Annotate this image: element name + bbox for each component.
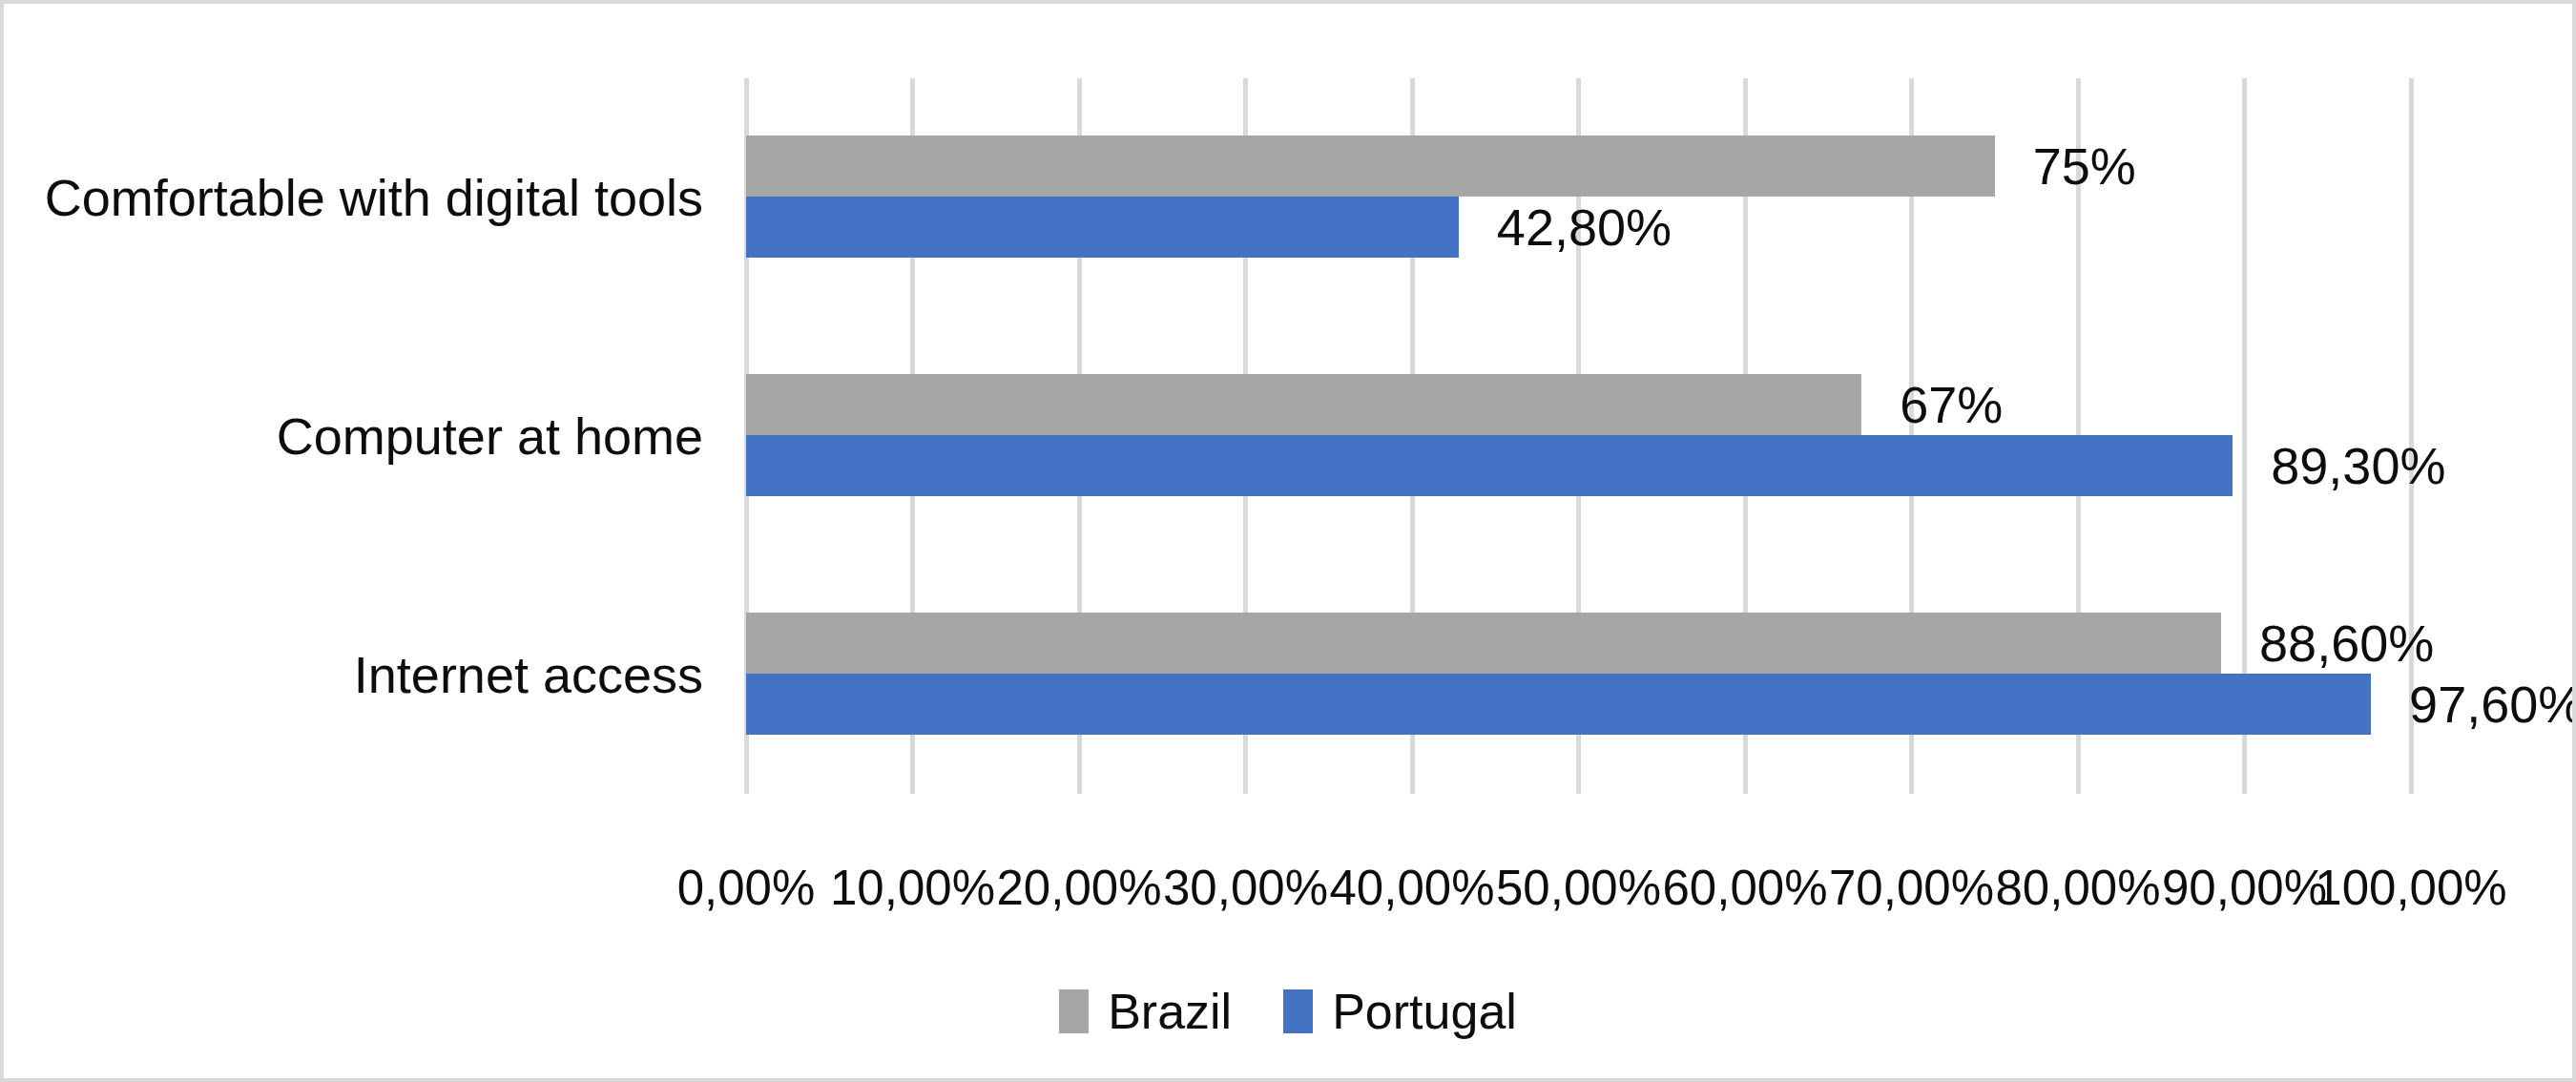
legend-swatch-portugal (1283, 989, 1313, 1033)
legend-entry-brazil: Brazil (1059, 983, 1232, 1040)
plot-area: 75%42,80%67%89,30%88,60%97,60% (746, 78, 2411, 794)
bar-brazil (746, 613, 2221, 674)
data-label-brazil: 88,60% (2259, 617, 2434, 669)
x-axis-tick-label: 70,00% (1829, 859, 1994, 917)
x-axis-tick-label: 0,00% (677, 859, 816, 917)
category-label: Comfortable with digital tools (4, 78, 703, 317)
legend-label-portugal: Portugal (1332, 983, 1517, 1040)
bar-portugal (746, 674, 2371, 735)
data-label-portugal: 89,30% (2271, 440, 2445, 491)
legend-entry-portugal: Portugal (1283, 983, 1517, 1040)
data-label-portugal: 97,60% (2409, 678, 2576, 730)
x-axis-tick-label: 100,00% (2315, 859, 2506, 917)
x-axis-tick-label: 60,00% (1663, 859, 1828, 917)
x-axis: 0,00%10,00%20,00%30,00%40,00%50,00%60,00… (4, 859, 2572, 926)
x-axis-tick-label: 10,00% (830, 859, 995, 917)
legend-swatch-brazil (1059, 989, 1089, 1033)
category-label: Internet access (4, 555, 703, 794)
category-label: Computer at home (4, 317, 703, 555)
x-axis-tick-label: 40,00% (1330, 859, 1495, 917)
bar-brazil (746, 374, 1861, 435)
x-axis-tick-label: 20,00% (997, 859, 1162, 917)
x-axis-tick-label: 50,00% (1496, 859, 1661, 917)
data-label-portugal: 42,80% (1497, 201, 1672, 253)
bar-portugal (746, 435, 2233, 496)
legend: Brazil Portugal (4, 983, 2572, 1040)
data-label-brazil: 67% (1900, 379, 2003, 430)
bar-chart: 75% 42,80% 67% 89,30% 88,60% 97,60% Comfortab… (0, 0, 2576, 1082)
bar-portugal (746, 197, 1459, 258)
x-axis-tick-label: 90,00% (2162, 859, 2327, 917)
data-label-brazil: 75% (2033, 140, 2136, 192)
legend-label-brazil: Brazil (1108, 983, 1232, 1040)
x-axis-tick-label: 30,00% (1163, 859, 1328, 917)
bar-brazil (746, 135, 1995, 197)
x-axis-tick-label: 80,00% (1996, 859, 2161, 917)
category-axis: Comfortable with digital toolsComputer a… (4, 78, 703, 794)
